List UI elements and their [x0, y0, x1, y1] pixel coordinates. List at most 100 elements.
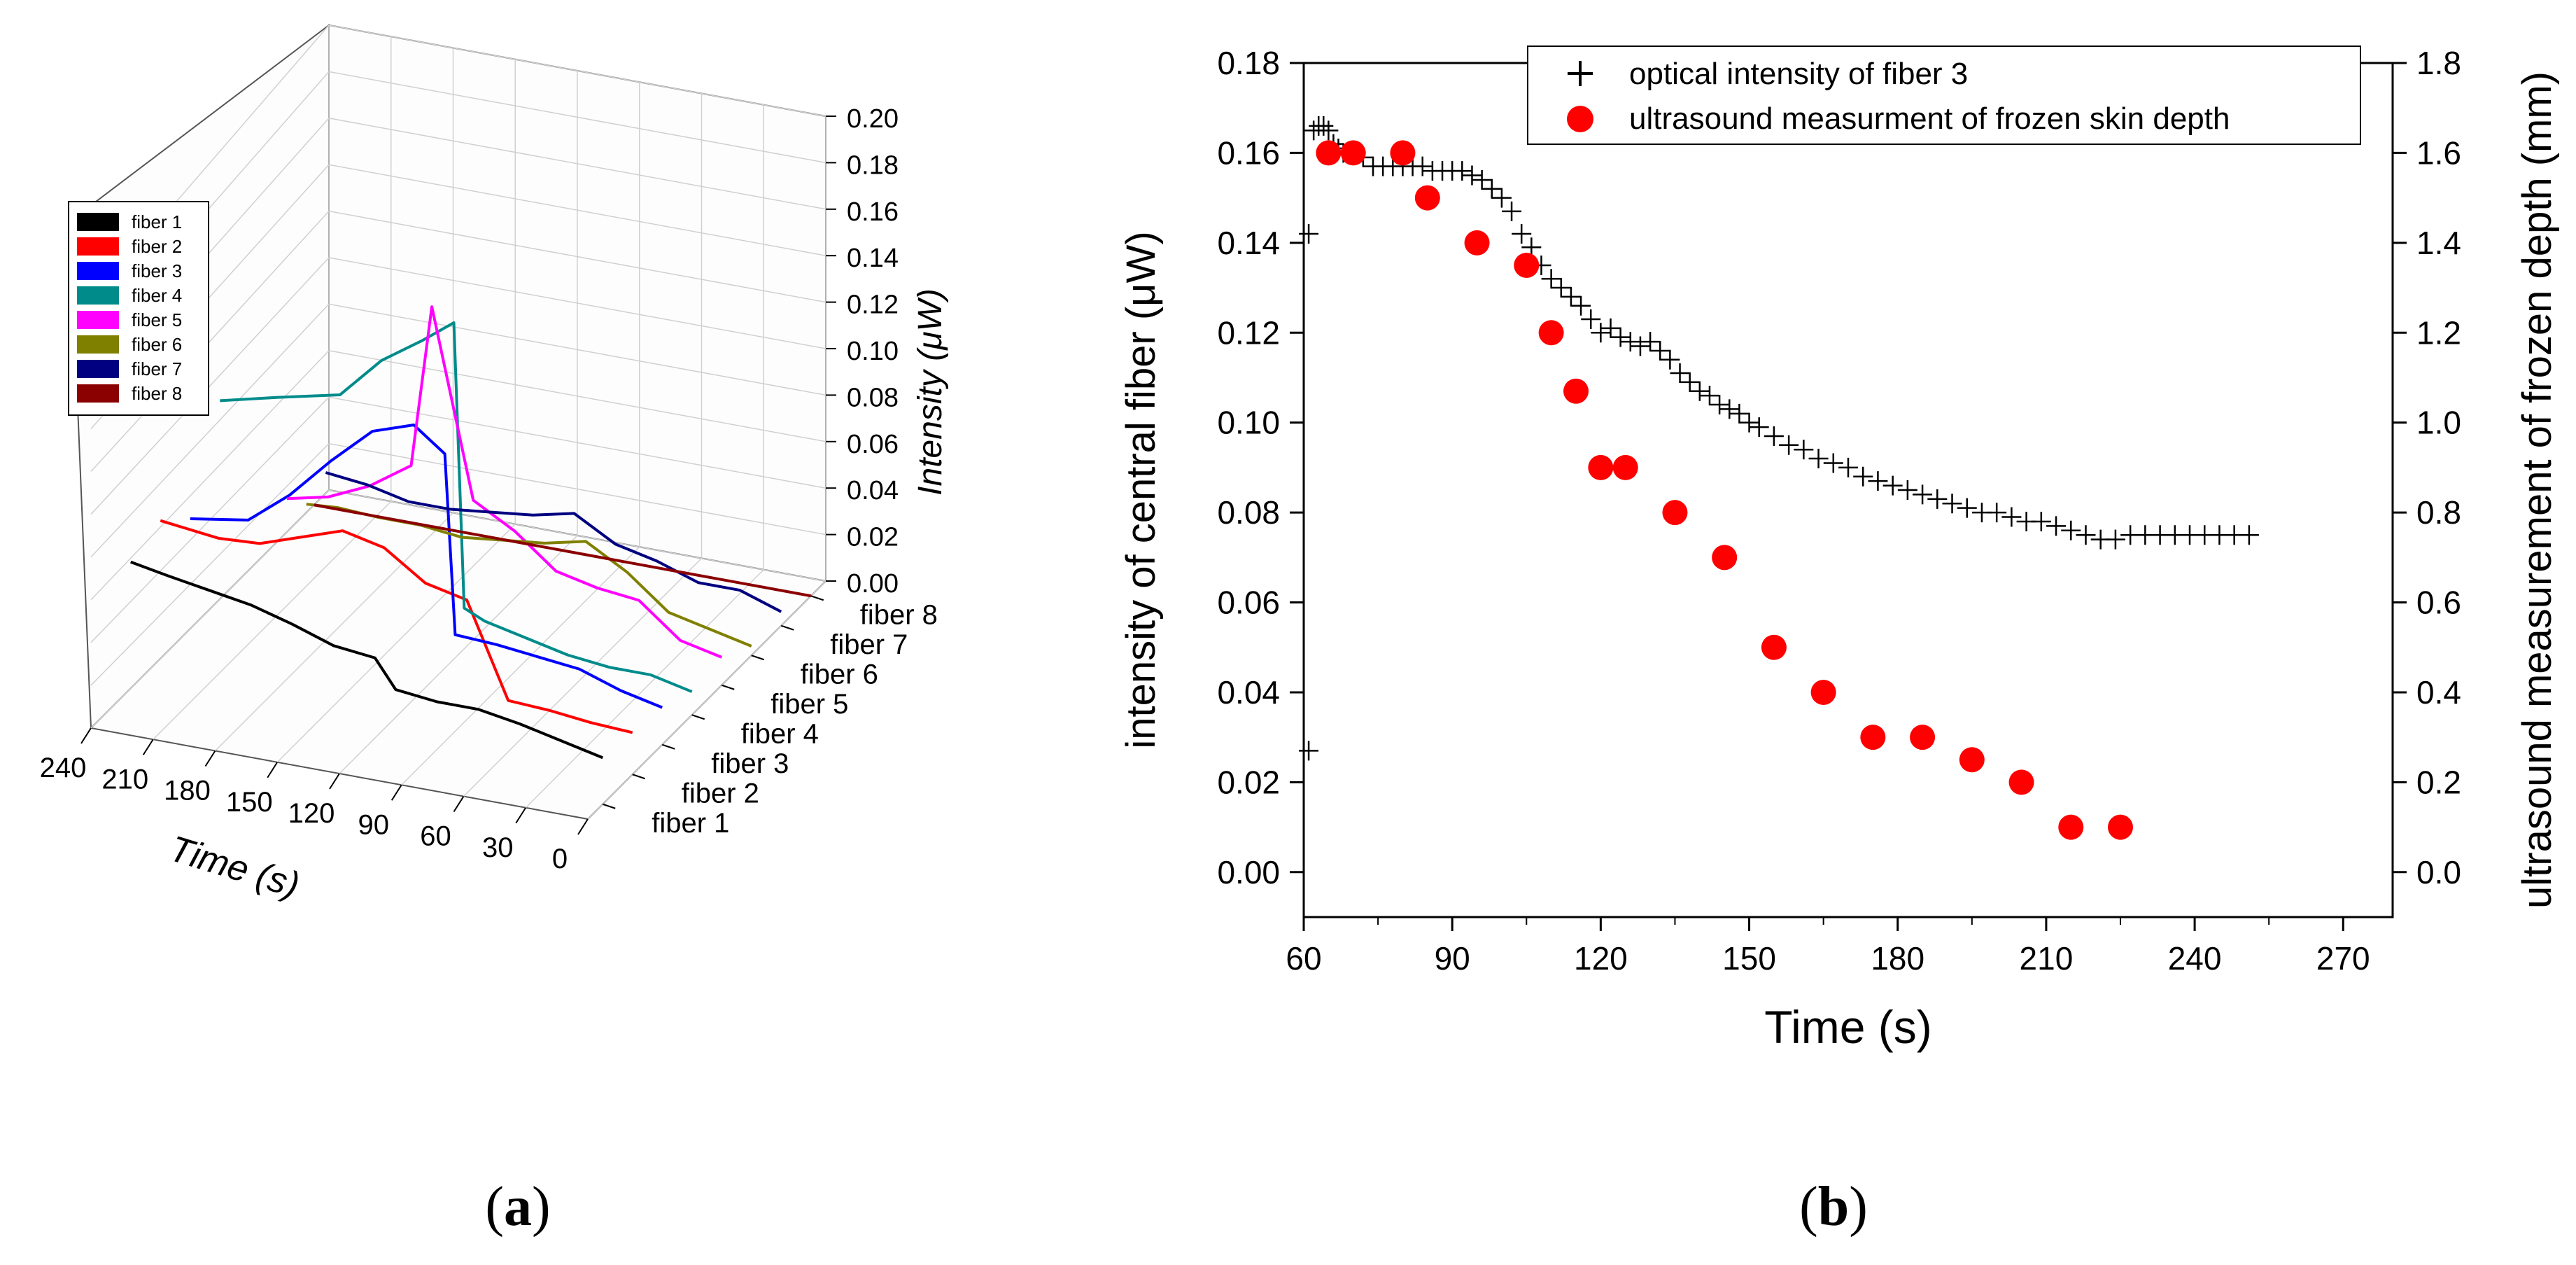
y-tick-label: 0.00	[1217, 854, 1280, 890]
data-point-optical	[1987, 503, 2007, 523]
x-tick	[453, 795, 465, 813]
y2-tick-label: 0.4	[2416, 674, 2461, 711]
y-tick-label: 0.12	[1217, 314, 1280, 351]
legend-swatch	[77, 286, 119, 305]
data-point-optical	[1853, 466, 1873, 487]
y-axis-label-left: intensity of central fiber (μW)	[1118, 231, 1164, 748]
z-tick-label: 0.16	[847, 197, 899, 227]
legend-swatch	[77, 213, 119, 231]
legend-swatch	[77, 262, 119, 280]
data-point-optical	[1868, 471, 1888, 491]
x-tick	[577, 818, 589, 835]
legend-box	[68, 201, 209, 416]
grid-line	[90, 350, 330, 601]
fiber-tick-label: fiber 6	[801, 659, 878, 690]
data-point-optical	[1710, 395, 1730, 414]
y-tick-label: 0.14	[1217, 225, 1280, 261]
fiber-tick-label: fiber 2	[682, 778, 759, 809]
data-point-optical	[2076, 525, 2096, 545]
fiber-tick	[810, 595, 824, 601]
grid-line	[401, 546, 640, 785]
data-point-optical	[1481, 179, 1502, 199]
fiber-tick	[721, 684, 735, 690]
y2-tick-label: 0.8	[2416, 494, 2461, 531]
data-point-optical	[1600, 318, 1621, 338]
panel-a-chart: 0.00 0.02 0.04 0.06 0.08 0.10 0.12 0.14 0.16 0.18…	[40, 23, 949, 906]
fiber-tick-label: fiber 3	[711, 748, 789, 779]
legend-swatch	[77, 384, 119, 403]
data-point-optical	[1561, 286, 1581, 307]
data-point-optical	[1660, 349, 1680, 370]
data-point-optical	[1591, 323, 1611, 343]
z-tick-label: 0.08	[847, 383, 899, 412]
x-tick-label: 240	[2168, 940, 2222, 977]
legend-label: fiber 7	[132, 358, 182, 379]
fiber-tick	[661, 743, 675, 750]
data-point-optical	[1808, 449, 1829, 469]
data-point-optical	[1764, 426, 1784, 446]
data-point-ultrasound	[2008, 769, 2034, 795]
data-point-ultrasound	[2108, 814, 2133, 840]
legend-label: fiber 2	[132, 236, 182, 257]
fiber-tick-label: fiber 5	[770, 689, 848, 720]
data-point-ultrasound	[1588, 454, 1614, 480]
legend-label: fiber 1	[132, 211, 182, 232]
x-tick	[80, 727, 92, 744]
x-tick-label: 120	[288, 798, 335, 829]
data-point-optical	[1739, 412, 1759, 433]
legend-label: fiber 5	[132, 309, 182, 330]
data-point-optical	[1670, 363, 1690, 384]
z-tick-label: 0.02	[847, 523, 899, 552]
legend: fiber 1 fiber 2 fiber 3 fiber 4 fiber 5 fiber…	[68, 201, 209, 416]
panel-label-b: (b)	[1799, 1176, 1868, 1238]
fiber-tick	[602, 803, 616, 809]
legend-label: fiber 8	[132, 383, 182, 404]
data-point-optical	[1749, 417, 1769, 438]
data-point-ultrasound	[1761, 634, 1787, 660]
y2-tick-label: 0.6	[2416, 585, 2461, 621]
x-tick	[142, 739, 154, 755]
grid-line	[463, 557, 703, 797]
data-point-optical	[1299, 224, 1319, 244]
series-line-fiber-3	[190, 423, 663, 709]
x-tick-label: 210	[2020, 940, 2074, 977]
x-tick-label: 210	[101, 764, 148, 795]
fiber-tick	[691, 714, 705, 720]
data-point-ultrasound	[2058, 814, 2084, 840]
x-tick-label: 270	[2316, 940, 2370, 977]
data-point-ultrasound	[1316, 140, 1342, 166]
data-point-optical	[1779, 435, 1799, 455]
grid-line	[339, 535, 578, 774]
data-point-optical	[1412, 156, 1433, 176]
x-tick	[329, 773, 340, 790]
data-point-optical	[1571, 295, 1591, 316]
legend-label-optical: optical intensity of fiber 3	[1629, 57, 1968, 91]
x-tick	[204, 750, 216, 767]
data-point-ultrasound	[1959, 747, 1985, 773]
x-tick-label: 90	[1435, 940, 1470, 977]
data-point-optical	[1452, 161, 1472, 181]
z-tick-label: 0.04	[847, 476, 899, 505]
data-point-optical	[2031, 511, 2051, 531]
y-tick-label: 0.08	[1217, 494, 1280, 531]
series-line-fiber-8	[314, 503, 812, 598]
data-point-optical	[1502, 201, 1522, 221]
z-tick-label: 0.06	[847, 430, 899, 459]
fiber-tick	[751, 655, 765, 661]
data-point-optical	[1838, 457, 1858, 477]
data-point-ultrasound	[1662, 500, 1688, 526]
y2-tick-label: 0.0	[2416, 854, 2461, 890]
data-point-optical	[2239, 525, 2259, 545]
y-tick-label: 0.04	[1217, 674, 1280, 711]
data-point-optical	[2105, 529, 2125, 550]
fiber-tick-label: fiber 7	[830, 629, 908, 660]
y-tick-label: 0.10	[1217, 405, 1280, 441]
data-point-optical	[1650, 340, 1670, 361]
data-point-optical	[1491, 188, 1512, 208]
data-point-optical	[1794, 440, 1814, 460]
data-point-optical	[1314, 116, 1334, 136]
data-point-optical	[1551, 278, 1571, 298]
x-tick-label: 120	[1574, 940, 1628, 977]
z-tick-label: 0.14	[847, 244, 899, 273]
